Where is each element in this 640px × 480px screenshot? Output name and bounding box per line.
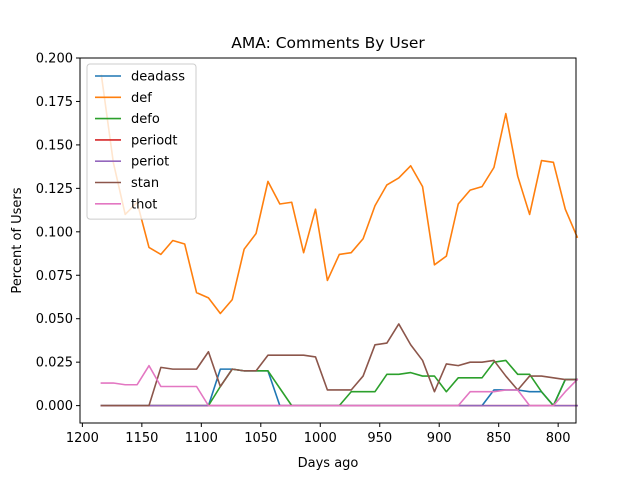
series-line-thot [100, 364, 579, 407]
series-layer [100, 74, 579, 407]
legend-label-defo: defo [131, 112, 160, 127]
chart-title: AMA: Comments By User [231, 34, 425, 52]
legend-box [86, 63, 197, 220]
y-tick-label: 0.175 [36, 95, 73, 110]
series-line-stan [100, 323, 578, 407]
legend: deadass def defo periodt periot stan thot [86, 63, 197, 220]
x-axis: 1200 1150 1100 1050 1000 950 900 850 800 [66, 423, 571, 446]
y-axis: 0.000 0.025 0.050 0.075 0.100 0.125 0.150 0.175… [36, 52, 80, 414]
legend-label-def: def [131, 91, 152, 106]
y-tick-label: 0.025 [36, 356, 73, 371]
x-tick-label: 950 [367, 431, 392, 446]
x-axis-label: Days ago [298, 456, 359, 471]
x-tick-label: 1000 [304, 431, 337, 446]
y-tick-label: 0.200 [36, 52, 73, 67]
y-tick-label: 0.050 [36, 312, 73, 327]
legend-label-periot: periot [131, 155, 169, 170]
y-tick-label: 0.125 [36, 182, 73, 197]
y-tick-label: 0.075 [36, 269, 73, 284]
x-tick-label: 900 [427, 431, 452, 446]
x-tick-label: 1200 [66, 431, 99, 446]
legend-label-stan: stan [131, 176, 159, 191]
plot-frame [79, 57, 577, 424]
x-tick-label: 1100 [185, 431, 218, 446]
legend-label-thot: thot [131, 197, 157, 212]
x-tick-label: 1050 [244, 431, 277, 446]
y-tick-label: 0.000 [36, 399, 73, 414]
x-tick-label: 1150 [125, 431, 158, 446]
y-axis-label: Percent of Users [10, 187, 25, 293]
y-tick-label: 0.100 [36, 225, 73, 240]
y-tick-label: 0.150 [36, 138, 73, 153]
legend-label-deadass: deadass [131, 70, 185, 85]
legend-label-periodt: periodt [131, 133, 178, 148]
series-line-def [100, 74, 579, 315]
x-tick-label: 850 [486, 431, 511, 446]
x-tick-label: 800 [546, 431, 571, 446]
